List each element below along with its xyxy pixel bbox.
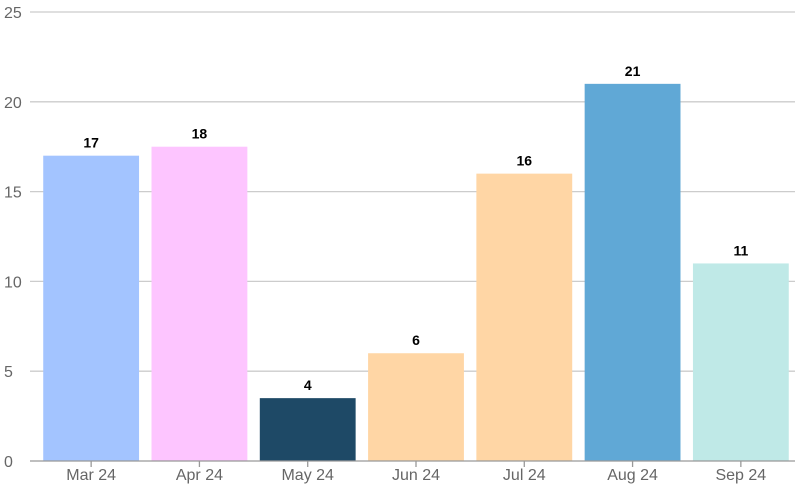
bar-may-24 [259, 398, 356, 461]
y-tick-label: 10 [4, 274, 22, 291]
x-tick-label: Jul 24 [503, 467, 546, 484]
data-label: 18 [192, 126, 208, 142]
bar-mar-24 [43, 155, 140, 461]
x-tick-label: Jun 24 [392, 467, 440, 484]
x-tick-label: Apr 24 [176, 467, 223, 484]
y-tick-label: 5 [4, 364, 13, 381]
data-label: 11 [733, 242, 748, 258]
x-tick-label: Aug 24 [607, 467, 658, 484]
data-label: 6 [412, 332, 420, 348]
y-tick-label: 0 [4, 454, 13, 471]
bar-sep-24 [692, 263, 789, 461]
y-tick-label: 20 [4, 95, 22, 112]
bar-jun-24 [368, 353, 464, 461]
data-label: 21 [625, 63, 641, 79]
data-label: 4 [304, 377, 312, 393]
bar-jul-24 [476, 173, 573, 461]
data-label: 17 [83, 135, 99, 151]
labels: 0 5 10 15 20 25 Mar 24 17 Apr 24 18 May 24 4 Jun 24 6… [4, 5, 766, 484]
y-tick-label: 15 [4, 185, 22, 202]
bar-apr-24 [151, 146, 248, 461]
x-tick-label: May 24 [281, 467, 334, 484]
bars [43, 83, 789, 461]
bar-aug-24 [584, 83, 681, 461]
y-tick-label: 25 [4, 5, 22, 22]
x-tick-label: Mar 24 [66, 467, 116, 484]
axes [30, 460, 795, 467]
data-label: 16 [516, 153, 532, 169]
x-tick-label: Sep 24 [715, 467, 766, 484]
